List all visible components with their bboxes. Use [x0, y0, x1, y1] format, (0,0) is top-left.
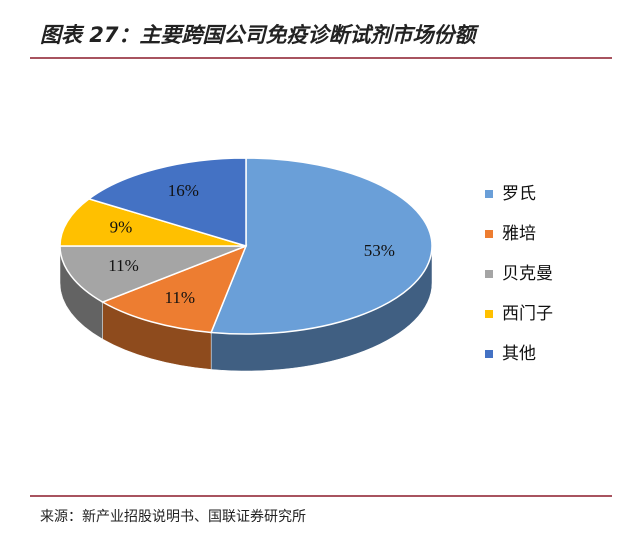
chart-title: 图表 27：主要跨国公司免疫诊断试剂市场份额	[40, 23, 480, 47]
source: 来源：新产业招股说明书、国联证券研究所	[40, 509, 306, 525]
legend-swatch	[485, 350, 493, 358]
legend-label: 罗氏	[502, 184, 536, 204]
data-label: 16%	[168, 181, 199, 200]
legend-label: 西门子	[502, 304, 553, 324]
legend-swatch	[485, 310, 493, 318]
slice	[100, 244, 248, 334]
data-label: 11%	[108, 256, 139, 275]
slice	[210, 157, 433, 335]
slice	[87, 157, 247, 248]
slice	[59, 198, 247, 247]
legend-swatch	[485, 190, 493, 198]
data-label: 11%	[164, 288, 195, 307]
slice	[59, 245, 247, 303]
legend-label: 贝克曼	[502, 264, 553, 284]
data-label: 53%	[364, 241, 395, 260]
legend-swatch	[485, 270, 493, 278]
legend-label: 其他	[502, 344, 536, 364]
data-label: 9%	[110, 218, 133, 237]
legend-label: 雅培	[502, 224, 536, 244]
legend-swatch	[485, 230, 493, 238]
